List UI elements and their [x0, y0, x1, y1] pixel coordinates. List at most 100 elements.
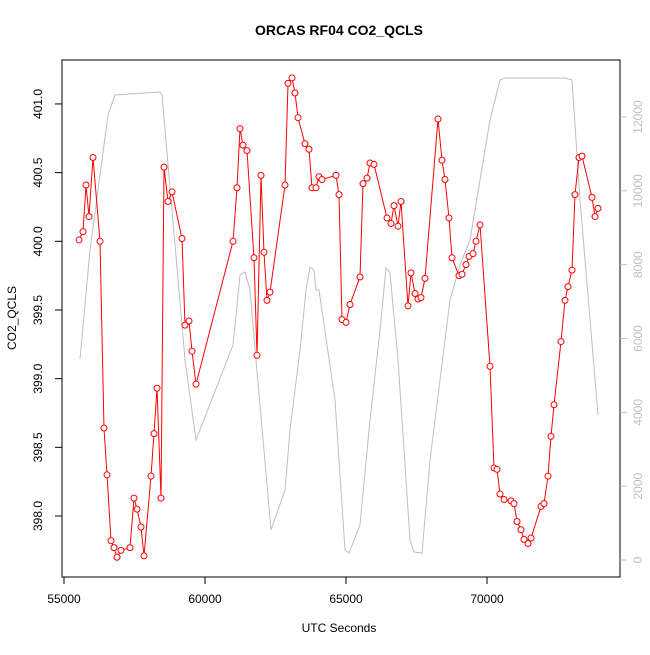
data-point — [394, 222, 402, 230]
data-point — [383, 214, 391, 222]
data-point — [229, 237, 237, 245]
data-point — [266, 288, 274, 296]
y2-tick-label: 10000 — [631, 174, 645, 208]
data-point — [107, 537, 115, 545]
data-point — [79, 228, 87, 236]
y2-tick-label: 12000 — [631, 100, 645, 134]
data-point — [496, 490, 504, 498]
data-point — [85, 213, 93, 221]
data-point — [397, 197, 405, 205]
data-point — [239, 141, 247, 149]
data-point — [441, 175, 449, 183]
data-point — [359, 180, 367, 188]
y-tick-label: 400.5 — [31, 157, 45, 187]
data-point — [332, 171, 340, 179]
data-point — [524, 539, 532, 547]
data-point — [263, 296, 271, 304]
data-point — [520, 535, 528, 543]
data-point — [387, 219, 395, 227]
data-point — [110, 544, 118, 552]
x-axis-label: UTC Seconds — [302, 621, 377, 635]
data-point — [591, 213, 599, 221]
x-tick-label: 65000 — [329, 592, 363, 606]
data-point — [305, 145, 313, 153]
data-point — [407, 269, 415, 277]
x-tick-label: 70000 — [470, 592, 504, 606]
data-point — [288, 74, 296, 82]
data-point — [126, 544, 134, 552]
data-point — [578, 152, 586, 160]
data-point — [157, 494, 165, 502]
data-point — [257, 171, 265, 179]
data-point — [291, 89, 299, 97]
y-tick-label: 398.5 — [31, 432, 45, 462]
data-point — [462, 261, 470, 269]
data-point — [133, 505, 141, 513]
data-point — [434, 115, 442, 123]
data-point — [390, 202, 398, 210]
data-point — [150, 430, 158, 438]
data-point — [160, 163, 168, 171]
data-point — [153, 384, 161, 392]
data-point — [281, 181, 289, 189]
data-point — [100, 424, 108, 432]
series-line — [79, 77, 599, 554]
data-point — [250, 254, 258, 262]
data-point — [181, 321, 189, 329]
data-point — [445, 214, 453, 222]
chart-title: ORCAS RF04 CO2_QCLS — [255, 22, 423, 38]
data-point — [342, 318, 350, 326]
data-point — [318, 175, 326, 183]
data-point — [130, 494, 138, 502]
data-point — [547, 432, 555, 440]
data-point — [476, 221, 484, 229]
data-point — [363, 174, 371, 182]
plot-box — [61, 59, 621, 578]
data-point — [417, 294, 425, 302]
data-point — [312, 184, 320, 192]
data-point — [75, 236, 83, 244]
data-point — [421, 274, 429, 282]
y-tick-label: 399.0 — [31, 363, 45, 393]
y2-tick-label: 0 — [631, 556, 645, 563]
data-point — [370, 160, 378, 168]
data-point — [185, 317, 193, 325]
data-point — [96, 237, 104, 245]
data-point — [438, 156, 446, 164]
data-point — [140, 552, 148, 560]
y2-tick-label: 2000 — [631, 473, 645, 500]
data-point — [137, 523, 145, 531]
y2-tick-label: 8000 — [631, 251, 645, 278]
data-point — [510, 500, 518, 508]
data-point — [294, 114, 302, 122]
data-point — [550, 401, 558, 409]
y-tick-label: 401.0 — [31, 89, 45, 119]
data-point — [594, 204, 602, 212]
data-point — [301, 140, 309, 148]
data-point — [588, 193, 596, 201]
data-point — [284, 79, 292, 87]
data-point — [147, 472, 155, 480]
data-point — [243, 147, 251, 155]
data-point — [493, 465, 501, 473]
y-axis-label: CO2_QCLS — [5, 286, 19, 350]
data-point — [188, 347, 196, 355]
data-point — [517, 526, 525, 534]
data-point — [103, 471, 111, 479]
data-point — [192, 380, 200, 388]
data-point — [411, 290, 419, 298]
data-point — [500, 496, 508, 504]
data-point — [527, 534, 535, 542]
data-point — [472, 237, 480, 245]
plot-area — [75, 74, 602, 561]
x-tick-label: 60000 — [188, 592, 222, 606]
data-point — [117, 546, 125, 554]
data-point — [544, 472, 552, 480]
data-point — [404, 302, 412, 310]
data-point — [82, 181, 90, 189]
data-point — [164, 197, 172, 205]
data-point — [568, 266, 576, 274]
